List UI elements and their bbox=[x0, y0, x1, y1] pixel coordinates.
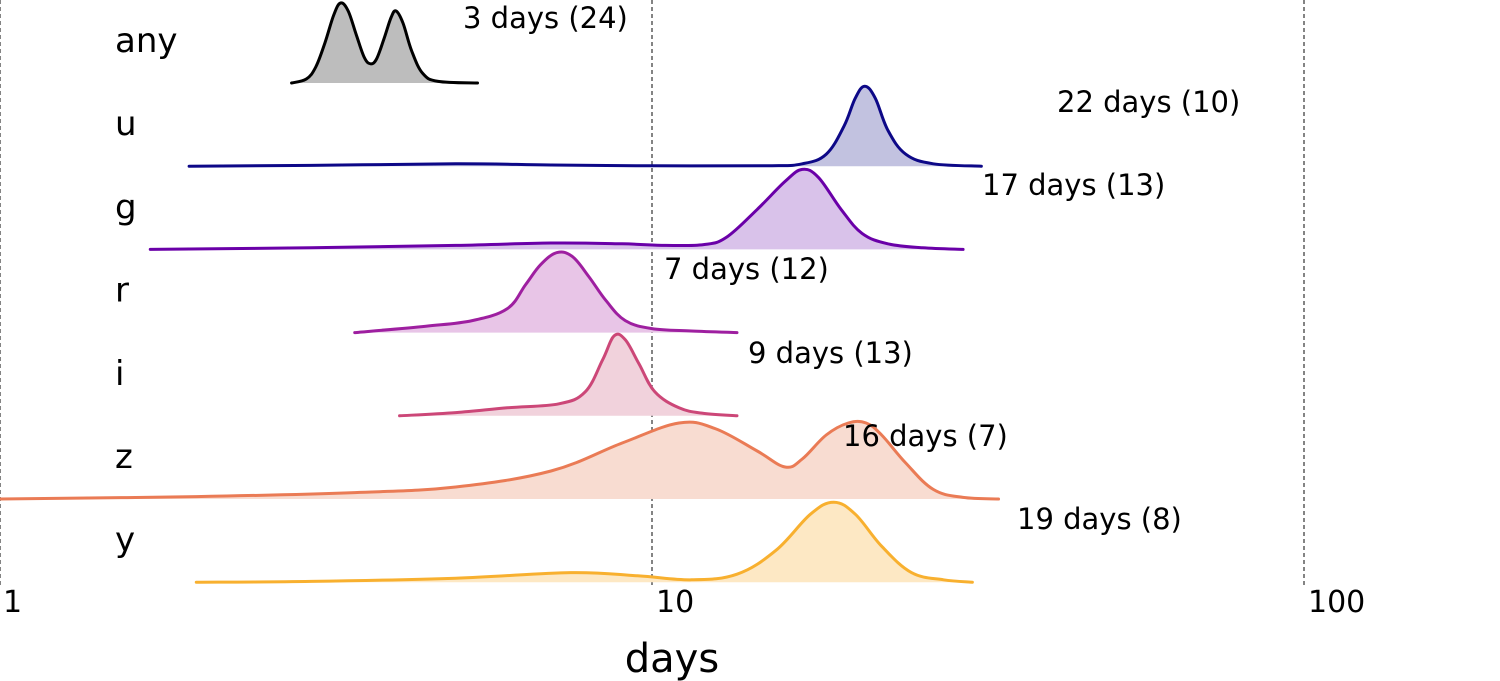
ridge-line-any bbox=[290, 1, 480, 85]
x-tick-label-10: 10 bbox=[656, 585, 694, 620]
row-label-z: z bbox=[115, 437, 133, 477]
row-label-r: r bbox=[115, 271, 129, 311]
ridge-area-any bbox=[291, 2, 478, 84]
ridge-row-u: u 22 days (10) bbox=[115, 84, 1240, 168]
row-annotation-z: 16 days (7) bbox=[843, 419, 1008, 453]
ridge-line-g bbox=[148, 167, 965, 251]
row-annotation-r: 7 days (12) bbox=[664, 252, 829, 286]
x-tick-label-1: 1 bbox=[3, 585, 22, 620]
x-tick-label-100: 100 bbox=[1308, 585, 1365, 620]
x-axis-ticks: 1 10 100 bbox=[3, 585, 1365, 620]
ridge-row-i: i 9 days (13) bbox=[115, 332, 913, 418]
ridge-area-z bbox=[0, 421, 999, 499]
ridge-line-y bbox=[194, 500, 974, 584]
ridge-line-r bbox=[353, 250, 739, 335]
ridge-row-r: r 7 days (12) bbox=[115, 250, 829, 335]
ridge-line-z bbox=[0, 419, 1001, 501]
row-annotation-any: 3 days (24) bbox=[463, 1, 628, 35]
row-label-u: u bbox=[115, 104, 137, 144]
ridge-area-u bbox=[189, 86, 982, 167]
ridge-area-g bbox=[150, 169, 964, 250]
ridge-area-y bbox=[196, 502, 973, 583]
x-axis-label: days bbox=[625, 636, 719, 681]
row-label-y: y bbox=[115, 520, 135, 560]
ridge-row-y: y 19 days (8) bbox=[115, 500, 1182, 584]
ridge-line-i bbox=[398, 332, 739, 418]
row-label-any: any bbox=[115, 21, 178, 61]
ridge-row-z: z 16 days (7) bbox=[0, 419, 1008, 501]
row-annotation-u: 22 days (10) bbox=[1057, 85, 1240, 119]
row-label-i: i bbox=[115, 354, 124, 394]
ridge-row-any: any 3 days (24) bbox=[115, 1, 628, 85]
ridge-row-g: g 17 days (13) bbox=[115, 167, 1165, 251]
row-label-g: g bbox=[115, 187, 137, 227]
ridge-area-r bbox=[354, 252, 737, 333]
ridgeline-rows: any 3 days (24) u 22 days (10) g 17 days (13)… bbox=[0, 1, 1240, 584]
row-annotation-g: 17 days (13) bbox=[982, 168, 1165, 202]
row-annotation-i: 9 days (13) bbox=[748, 336, 913, 370]
ridge-area-i bbox=[399, 334, 737, 416]
row-annotation-y: 19 days (8) bbox=[1017, 502, 1182, 536]
ridge-line-u bbox=[187, 84, 983, 168]
